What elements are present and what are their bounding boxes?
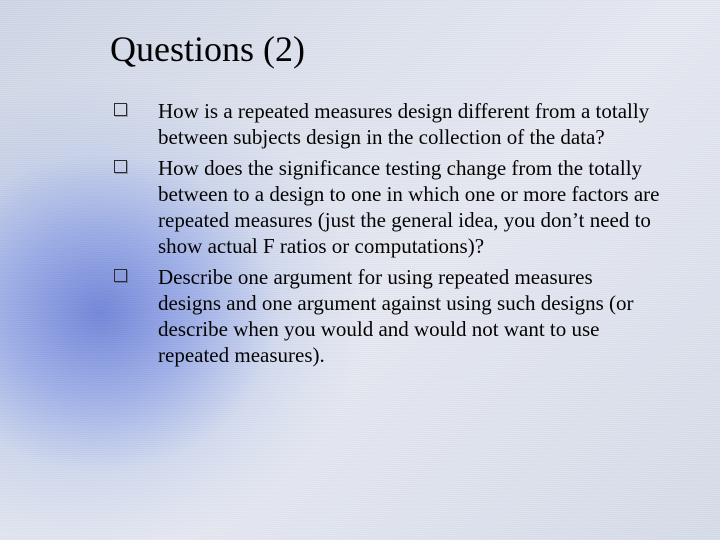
list-item: How is a repeated measures design differ… <box>110 98 660 151</box>
bullet-list: How is a repeated measures design differ… <box>110 98 660 369</box>
bullet-text: How is a repeated measures design differ… <box>158 99 649 149</box>
slide: Questions (2) How is a repeated measures… <box>0 0 720 540</box>
slide-title: Questions (2) <box>110 28 660 70</box>
list-item: How does the significance testing change… <box>110 155 660 260</box>
square-bullet-icon <box>114 160 127 173</box>
square-bullet-icon <box>114 269 127 282</box>
square-bullet-icon <box>114 103 127 116</box>
list-item: Describe one argument for using repeated… <box>110 264 660 369</box>
bullet-text: How does the significance testing change… <box>158 156 660 259</box>
bullet-text: Describe one argument for using repeated… <box>158 265 634 368</box>
